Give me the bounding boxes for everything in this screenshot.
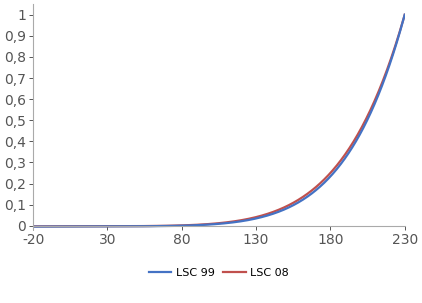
LSC 99 bbox=[256, 216, 261, 220]
LSC 99 bbox=[402, 13, 407, 17]
LSC 08 bbox=[256, 215, 261, 218]
LSC 08 bbox=[351, 141, 356, 144]
Line: LSC 99: LSC 99 bbox=[33, 15, 405, 227]
LSC 08 bbox=[246, 217, 252, 221]
LSC 08 bbox=[30, 225, 35, 228]
LSC 99 bbox=[267, 213, 272, 217]
LSC 99 bbox=[312, 189, 317, 193]
Legend: LSC 99, LSC 08: LSC 99, LSC 08 bbox=[145, 264, 293, 283]
LSC 99 bbox=[246, 218, 252, 222]
LSC 08 bbox=[53, 225, 58, 228]
LSC 08 bbox=[267, 211, 272, 215]
LSC 99 bbox=[30, 225, 35, 228]
LSC 99 bbox=[53, 225, 58, 228]
LSC 08 bbox=[402, 13, 407, 17]
LSC 08 bbox=[312, 186, 317, 190]
Line: LSC 08: LSC 08 bbox=[33, 15, 405, 226]
LSC 99 bbox=[351, 144, 356, 148]
